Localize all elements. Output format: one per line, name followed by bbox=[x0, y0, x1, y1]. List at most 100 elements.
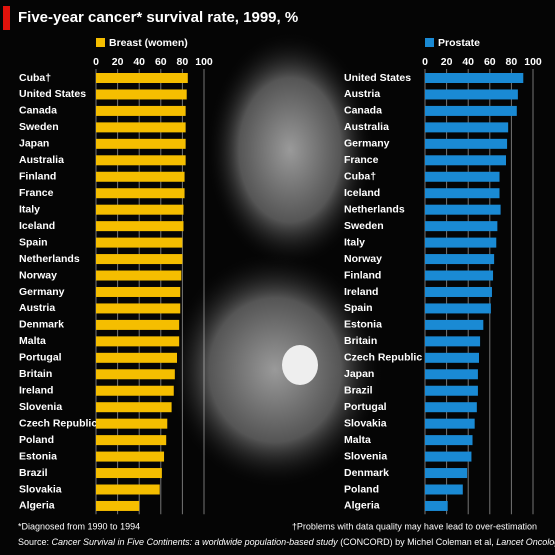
source: Source: Cancer Survival in Five Continen… bbox=[18, 537, 555, 547]
bar bbox=[96, 319, 180, 330]
bar bbox=[96, 89, 187, 100]
bar bbox=[425, 402, 477, 413]
category-label: Czech Republic bbox=[344, 352, 422, 364]
category-label: Denmark bbox=[19, 319, 64, 331]
category-label: United States bbox=[19, 88, 86, 100]
bar bbox=[96, 155, 186, 166]
x-tick-label: 60 bbox=[484, 56, 496, 68]
bar bbox=[425, 204, 501, 215]
bar bbox=[96, 418, 168, 429]
category-label: Cuba† bbox=[344, 171, 376, 183]
cell-image-bottom bbox=[165, 250, 385, 490]
bar bbox=[96, 188, 185, 199]
bar bbox=[425, 89, 518, 100]
x-tick-label: 80 bbox=[177, 56, 189, 68]
category-label: Malta bbox=[344, 434, 371, 446]
category-label: Malta bbox=[19, 335, 46, 347]
x-tick-label: 0 bbox=[422, 56, 428, 68]
x-tick-label: 20 bbox=[112, 56, 124, 68]
category-label: Spain bbox=[19, 236, 48, 248]
category-label: Poland bbox=[19, 434, 54, 446]
x-tick-label: 80 bbox=[506, 56, 518, 68]
bar bbox=[96, 204, 184, 215]
bar bbox=[425, 451, 472, 462]
legend-swatch bbox=[96, 38, 105, 47]
category-label: Italy bbox=[19, 203, 40, 215]
category-label: Portugal bbox=[19, 352, 62, 364]
bar bbox=[96, 270, 182, 281]
x-tick-label: 60 bbox=[155, 56, 167, 68]
category-label: Finland bbox=[344, 269, 381, 281]
category-label: Slovakia bbox=[344, 417, 387, 429]
bar bbox=[96, 73, 188, 83]
red-tab bbox=[3, 6, 10, 30]
bar bbox=[425, 352, 479, 363]
x-tick-label: 0 bbox=[93, 56, 99, 68]
x-tick-label: 100 bbox=[524, 56, 542, 68]
category-label: Australia bbox=[344, 121, 389, 133]
source-part: Source: bbox=[18, 537, 52, 547]
category-label: Brazil bbox=[344, 385, 373, 397]
bar bbox=[96, 369, 175, 380]
category-label: Sweden bbox=[344, 220, 384, 232]
category-label: Canada bbox=[344, 105, 382, 117]
legend-swatch bbox=[425, 38, 434, 47]
category-label: France bbox=[344, 154, 379, 166]
category-label: Algeria bbox=[19, 500, 55, 512]
bar bbox=[96, 221, 184, 232]
category-label: Britain bbox=[344, 335, 377, 347]
x-tick-label: 40 bbox=[462, 56, 474, 68]
category-label: Germany bbox=[344, 138, 390, 150]
bar bbox=[96, 105, 186, 116]
source-part: Lancet Oncology bbox=[496, 537, 555, 547]
category-label: Ireland bbox=[19, 385, 53, 397]
category-label: Spain bbox=[344, 302, 373, 314]
category-label: France bbox=[19, 187, 54, 199]
bar bbox=[425, 221, 498, 232]
category-label: Sweden bbox=[19, 121, 59, 133]
bar bbox=[96, 171, 185, 182]
bar bbox=[96, 254, 183, 265]
legend-label: Prostate bbox=[438, 37, 480, 49]
category-label: Slovenia bbox=[344, 450, 387, 462]
bar bbox=[425, 237, 497, 248]
bar bbox=[96, 435, 167, 446]
category-label: Denmark bbox=[344, 467, 389, 479]
category-label: Canada bbox=[19, 105, 57, 117]
bar bbox=[425, 171, 500, 182]
bar bbox=[96, 500, 140, 511]
bar bbox=[425, 418, 475, 429]
source-part: Cancer Survival in Five Continents: a wo… bbox=[52, 537, 339, 547]
category-label: Cuba† bbox=[19, 72, 51, 84]
bar bbox=[425, 500, 448, 511]
bar bbox=[425, 319, 484, 330]
category-label: Brazil bbox=[19, 467, 48, 479]
bar bbox=[425, 73, 524, 83]
category-label: Ireland bbox=[344, 286, 378, 298]
category-label: Slovakia bbox=[19, 483, 62, 495]
bar bbox=[96, 286, 181, 297]
bar bbox=[425, 484, 463, 495]
bar bbox=[425, 468, 468, 479]
category-label: Japan bbox=[19, 138, 49, 150]
category-label: Slovenia bbox=[19, 401, 62, 413]
footnote: †Problems with data quality may have lea… bbox=[292, 521, 537, 531]
category-label: Czech Republic bbox=[19, 417, 97, 429]
category-label: Iceland bbox=[19, 220, 55, 232]
source-part: (CONCORD) by Michel Coleman et al, bbox=[338, 537, 497, 547]
bar bbox=[425, 336, 481, 347]
bar bbox=[96, 237, 183, 248]
bar bbox=[96, 402, 172, 413]
category-label: Algeria bbox=[344, 500, 380, 512]
bar bbox=[425, 369, 478, 380]
cell-image-top bbox=[205, 30, 375, 270]
category-label: Estonia bbox=[344, 319, 382, 331]
footnote: *Diagnosed from 1990 to 1994 bbox=[18, 521, 140, 531]
bar bbox=[425, 385, 478, 396]
bar bbox=[425, 286, 492, 297]
category-label: Finland bbox=[19, 171, 56, 183]
category-label: Italy bbox=[344, 236, 365, 248]
category-label: Japan bbox=[344, 368, 374, 380]
category-label: Poland bbox=[344, 483, 379, 495]
